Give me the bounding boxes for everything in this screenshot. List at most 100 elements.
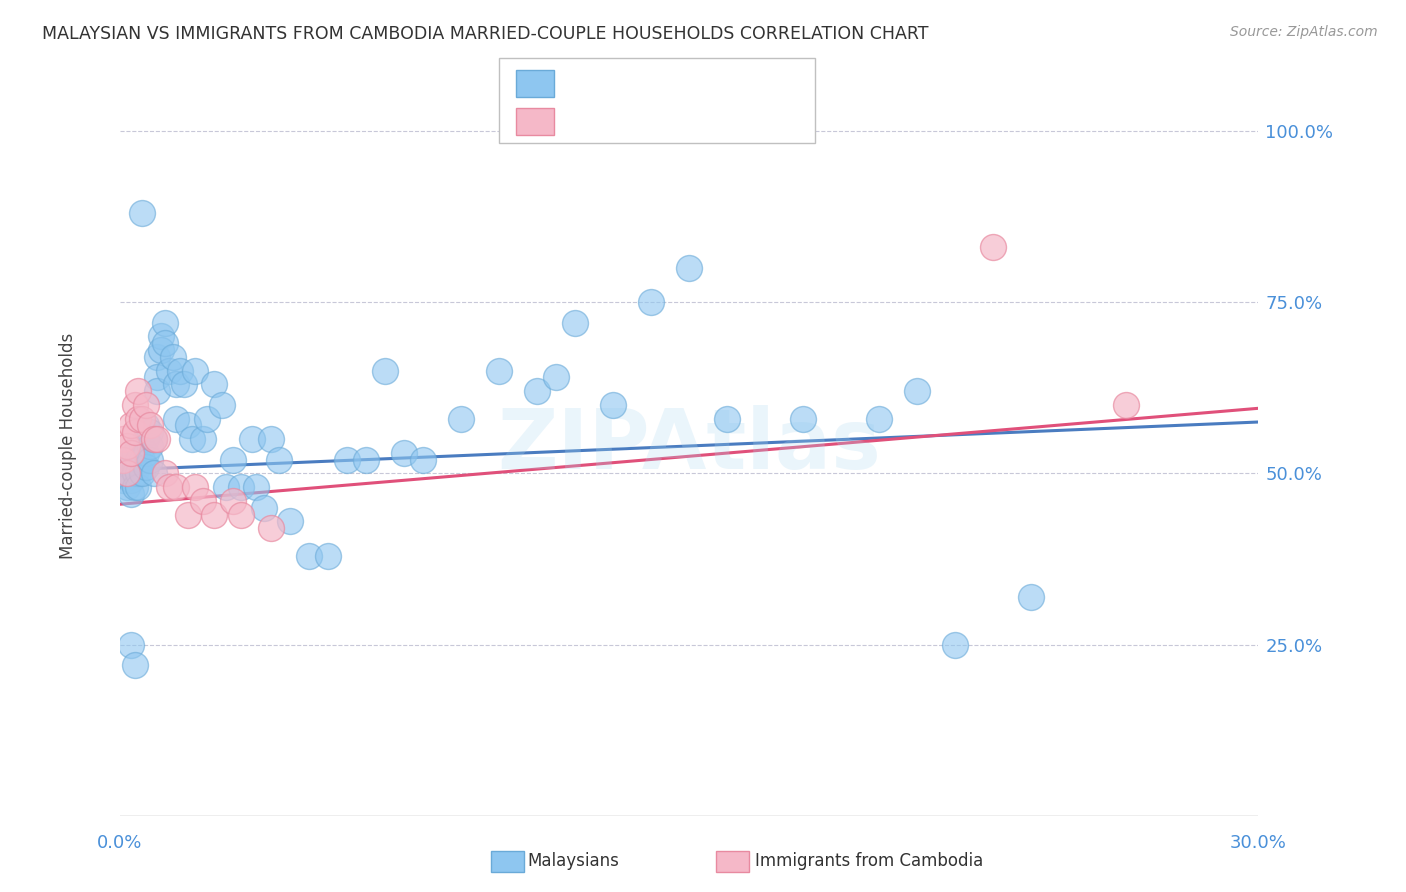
Point [318, 549, 340, 563]
Point [120, 638, 142, 652]
Point [267, 452, 290, 467]
Point [120, 418, 142, 433]
Point [112, 452, 135, 467]
Point [128, 467, 150, 481]
Point [564, 316, 586, 330]
Point [124, 398, 146, 412]
Text: N =: N = [650, 112, 697, 130]
Point [139, 452, 162, 467]
Point [162, 350, 184, 364]
Text: 83: 83 [696, 75, 718, 93]
Point [450, 411, 472, 425]
Point [204, 508, 226, 522]
Point [905, 384, 928, 399]
Point [191, 432, 214, 446]
Point [131, 206, 153, 220]
Point [142, 467, 165, 481]
Point [120, 459, 142, 474]
Text: 27: 27 [696, 112, 720, 130]
Point [124, 446, 146, 460]
Point [943, 638, 966, 652]
Point [120, 487, 142, 501]
Point [146, 350, 169, 364]
Point [602, 398, 624, 412]
Point [166, 480, 188, 494]
Point [146, 432, 169, 446]
Point [640, 295, 662, 310]
Point [184, 363, 207, 377]
Text: R =: R = [562, 75, 599, 93]
Text: 0.112: 0.112 [605, 75, 657, 93]
Point [124, 658, 146, 673]
Text: Malaysians: Malaysians [527, 852, 619, 870]
Point [124, 467, 146, 481]
Point [139, 439, 162, 453]
Text: ZIPAtlas: ZIPAtlas [496, 406, 882, 486]
Point [184, 480, 207, 494]
Point [526, 384, 548, 399]
Point [166, 377, 188, 392]
Point [173, 377, 195, 392]
Point [115, 439, 138, 453]
Point [146, 384, 169, 399]
Point [354, 452, 377, 467]
Point [135, 432, 157, 446]
Point [260, 521, 283, 535]
Point [128, 439, 150, 453]
Point [253, 500, 276, 515]
Point [131, 439, 153, 453]
Point [280, 515, 302, 529]
Point [112, 432, 135, 446]
Point [150, 329, 173, 343]
Point [229, 508, 252, 522]
Point [115, 467, 138, 481]
Point [153, 336, 176, 351]
Point [298, 549, 321, 563]
Point [177, 418, 200, 433]
Point [981, 240, 1004, 254]
Point [112, 473, 135, 487]
Point [412, 452, 434, 467]
Point [1019, 590, 1042, 604]
Point [135, 446, 157, 460]
Point [124, 480, 146, 494]
Point [222, 493, 245, 508]
Text: Immigrants from Cambodia: Immigrants from Cambodia [755, 852, 983, 870]
Point [142, 432, 165, 446]
Point [716, 411, 738, 425]
Point [195, 411, 218, 425]
Point [115, 467, 138, 481]
Point [131, 452, 153, 467]
Point [374, 363, 396, 377]
Point [115, 459, 138, 474]
Point [142, 432, 165, 446]
Point [222, 452, 245, 467]
Point [124, 425, 146, 440]
Point [166, 411, 188, 425]
Text: 0.0%: 0.0% [97, 834, 142, 852]
Point [124, 459, 146, 474]
Point [180, 432, 202, 446]
Text: Married-couple Households: Married-couple Households [59, 333, 77, 559]
Point [115, 480, 138, 494]
Text: R =: R = [562, 112, 599, 130]
Point [112, 452, 135, 467]
Point [242, 432, 264, 446]
Point [169, 363, 191, 377]
Point [131, 411, 153, 425]
Point [792, 411, 814, 425]
Point [139, 425, 162, 440]
Point [215, 480, 238, 494]
Point [135, 398, 157, 412]
Point [146, 370, 169, 384]
Point [1115, 398, 1137, 412]
Point [128, 452, 150, 467]
Point [139, 418, 162, 433]
Point [153, 467, 176, 481]
Point [135, 459, 157, 474]
Point [128, 384, 150, 399]
Point [211, 398, 233, 412]
Point [112, 467, 135, 481]
Point [153, 316, 176, 330]
Point [678, 260, 700, 275]
